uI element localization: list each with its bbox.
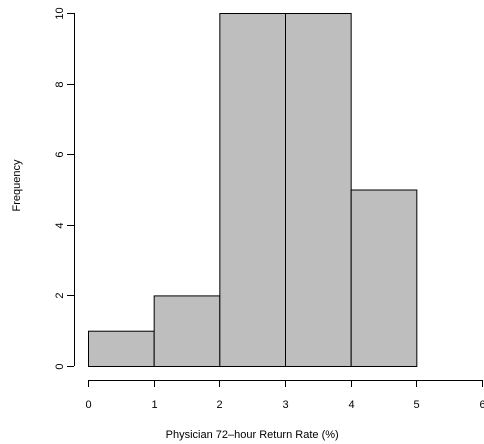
- histogram-bar-3: [285, 13, 352, 367]
- y-tick-label-2: 4: [54, 222, 66, 228]
- bars-group: [88, 13, 418, 368]
- histogram-bar-0: [88, 330, 155, 368]
- y-axis: 0 2 4 6 8 10: [54, 7, 75, 370]
- x-tick-label-4: 4: [348, 399, 354, 411]
- histogram-bar-1: [153, 295, 221, 367]
- x-tick-label-2: 2: [216, 399, 222, 411]
- histogram-bar-2: [219, 13, 286, 367]
- y-tick-label-0: 0: [54, 363, 66, 369]
- y-tick-label-3: 6: [54, 151, 66, 157]
- x-axis-label: Physician 72–hour Return Rate (%): [166, 429, 339, 441]
- x-tick-label-5: 5: [413, 399, 419, 411]
- x-axis: 0 1 2 3 4 5 6: [85, 380, 484, 411]
- x-tick-label-0: 0: [85, 399, 91, 411]
- y-tick-label-5: 10: [54, 7, 66, 19]
- x-tick-label-3: 3: [282, 399, 288, 411]
- y-tick-label-1: 2: [54, 292, 66, 298]
- y-tick-label-4: 8: [54, 81, 66, 87]
- histogram-bar-4: [350, 189, 418, 367]
- y-axis-label: Frequency: [11, 159, 23, 211]
- x-tick-label-6: 6: [479, 399, 484, 411]
- x-tick-label-1: 1: [151, 399, 157, 411]
